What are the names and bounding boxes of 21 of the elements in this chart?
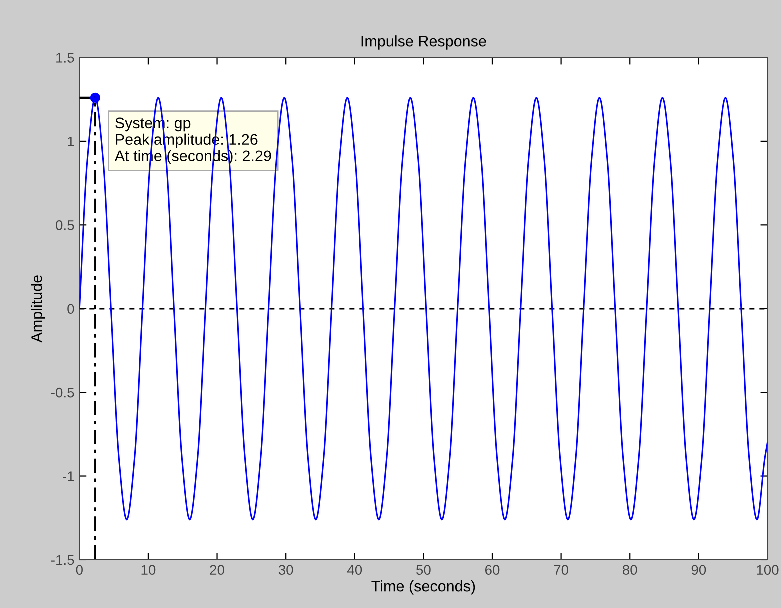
x-tick-label: 50 — [416, 565, 431, 576]
y-tick-label: 0 — [68, 304, 74, 314]
x-tick-label: 10 — [142, 565, 156, 576]
x-tick-label: 20 — [210, 565, 224, 576]
x-tick-label: 40 — [347, 565, 362, 576]
y-tick-label: -0.5 — [51, 388, 74, 398]
x-tick-label: 30 — [278, 565, 294, 576]
x-tick-label: 80 — [622, 565, 638, 576]
x-tick-label: 0 — [76, 565, 83, 576]
x-tick-label: 70 — [554, 565, 568, 576]
y-tick-label: -1.5 — [51, 555, 74, 566]
x-tick-label: 100 — [757, 565, 779, 576]
y-tick-label: 1.5 — [56, 53, 74, 63]
x-axis-title: Time (seconds) — [372, 580, 476, 595]
y-tick-label: 0.5 — [56, 220, 74, 230]
y-tick-label: -1 — [63, 472, 74, 482]
chart-title: Impulse Response — [362, 36, 486, 50]
x-tick-label: 60 — [485, 565, 500, 576]
x-tick-label: 90 — [692, 565, 706, 576]
y-axis-title: Amplitude — [31, 276, 46, 343]
y-tick-label: 1 — [68, 136, 74, 146]
